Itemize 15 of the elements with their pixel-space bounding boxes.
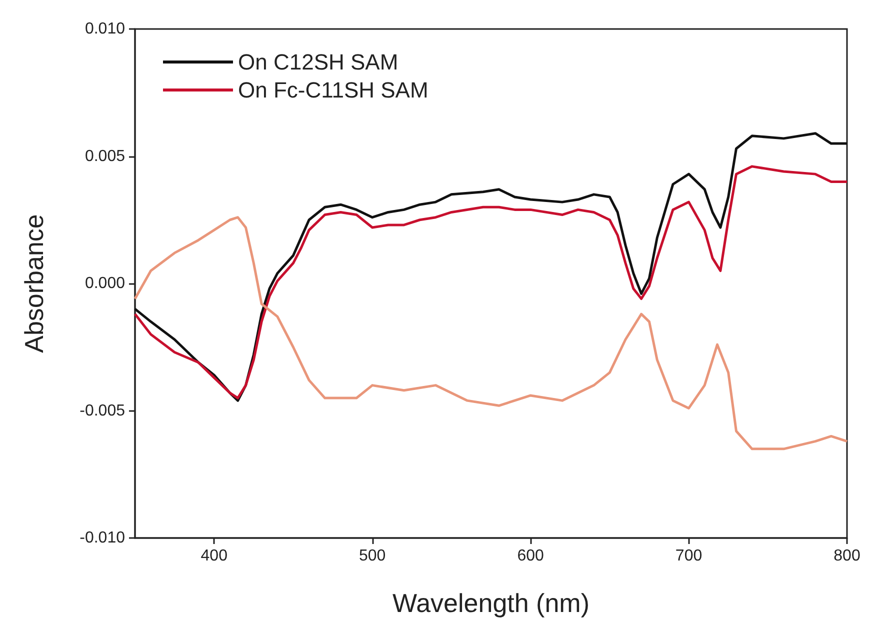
line-series [134,216,848,450]
y-tick-label: 0.000 [84,275,126,292]
x-tick-label: 500 [358,548,386,564]
x-axis-title: Wavelength (nm) [392,588,590,618]
y-axis-title: Absorbance [19,214,49,353]
x-tick-label: 400 [200,548,228,564]
y-tick-label: 0.005 [84,148,126,165]
x-tick-label: 700 [675,548,702,564]
legend-label: On C12SH SAM [238,50,398,74]
y-tick-label: -0.005 [80,402,126,420]
x-tick-label: 600 [517,548,544,564]
x-tick-label: 800 [834,548,860,564]
legend-label: On Fc-C11SH SAM [238,78,428,102]
y-tick-label: 0.010 [84,20,126,38]
y-tick-label: -0.010 [80,530,126,546]
